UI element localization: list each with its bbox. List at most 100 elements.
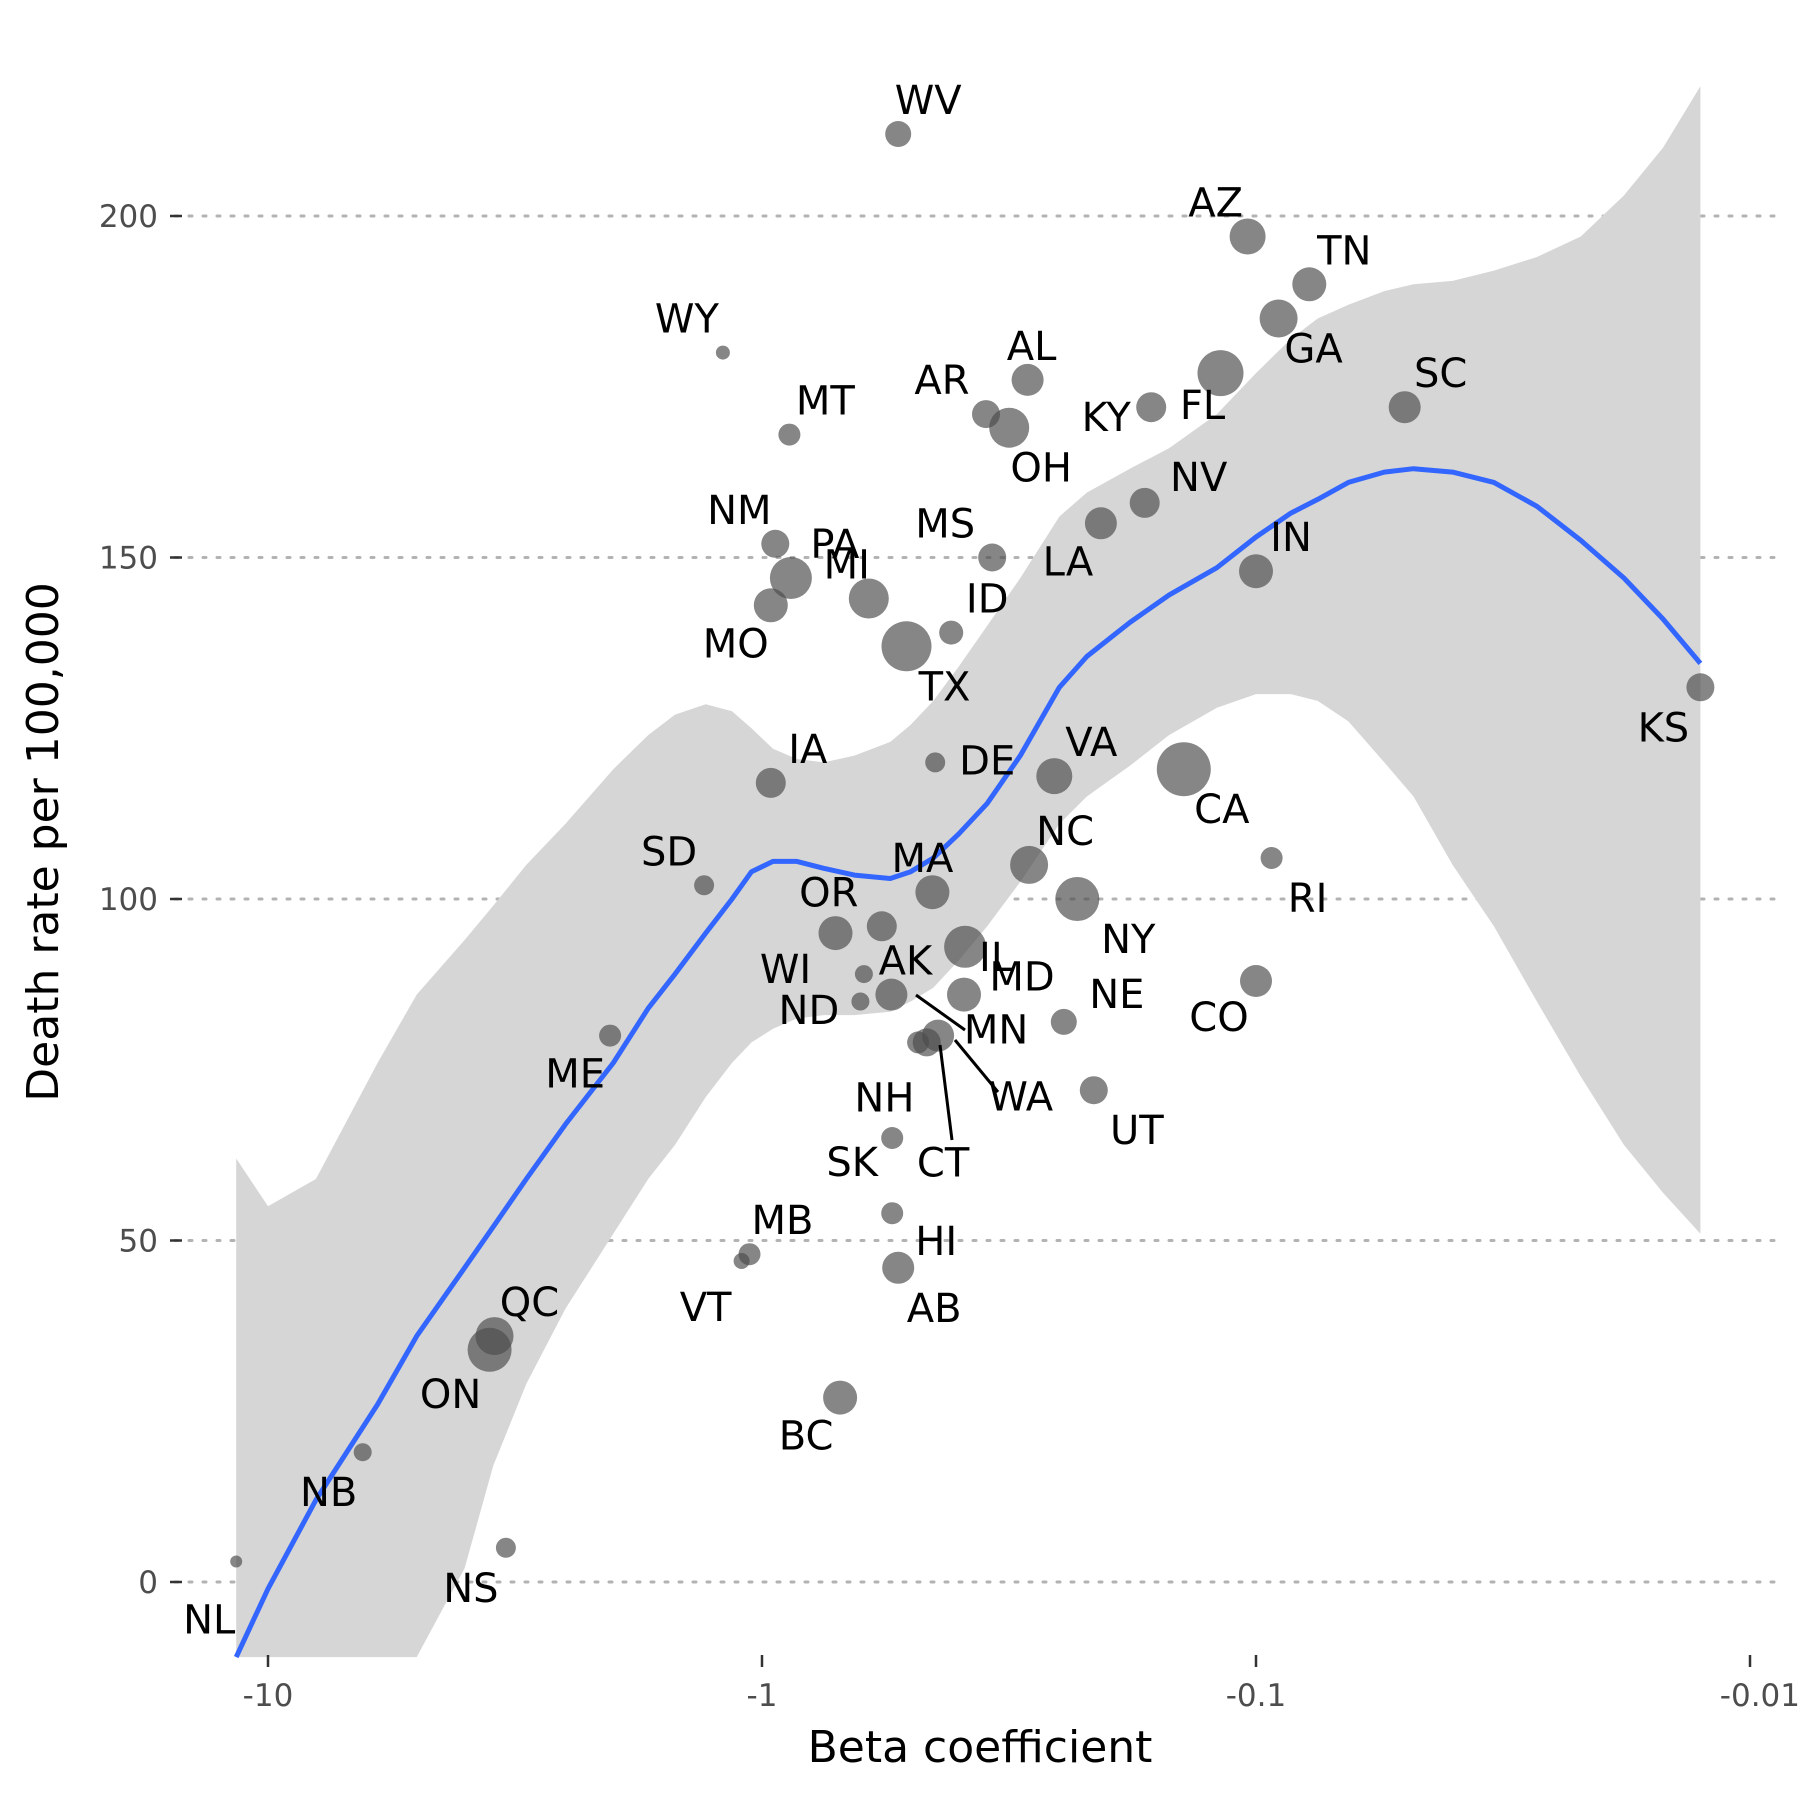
point-label-hi: HI	[915, 1219, 957, 1265]
point-label-ne: NE	[1089, 972, 1144, 1018]
confidence-band	[236, 86, 1701, 1658]
data-point-tn	[1292, 267, 1327, 302]
data-point-mt	[778, 423, 801, 446]
data-point-in	[1239, 554, 1273, 589]
data-point-ia	[755, 767, 786, 798]
point-label-ga: GA	[1284, 327, 1343, 373]
x-tick-label: -10	[243, 1678, 294, 1714]
data-point-wi	[818, 916, 853, 951]
data-point-ut	[1079, 1076, 1108, 1105]
data-point-nl	[230, 1555, 243, 1568]
point-label-nb: NB	[300, 1470, 357, 1516]
data-point-sd	[694, 875, 715, 896]
point-label-ca: CA	[1194, 787, 1250, 833]
point-label-qc: QC	[500, 1280, 559, 1326]
point-label-ut: UT	[1110, 1108, 1164, 1154]
point-label-co: CO	[1189, 995, 1248, 1041]
point-label-ar: AR	[914, 358, 969, 404]
point-label-ab: AB	[907, 1286, 962, 1332]
data-point-mo	[753, 588, 788, 623]
x-tick-label: -1	[747, 1678, 778, 1714]
smooth-curve-layer	[233, 466, 1703, 1659]
y-tick-label: 0	[138, 1565, 158, 1601]
point-label-wi: WI	[760, 947, 811, 993]
data-point-wy	[715, 345, 730, 360]
point-label-sc: SC	[1414, 351, 1467, 397]
point-label-la: LA	[1043, 539, 1094, 585]
data-point-me	[599, 1024, 622, 1047]
point-label-me: ME	[545, 1052, 605, 1098]
data-point-wv	[885, 121, 912, 147]
data-point-id	[939, 620, 964, 645]
smooth-curve	[233, 466, 1703, 1659]
point-label-tn: TN	[1316, 228, 1371, 274]
data-point-bc	[823, 1380, 858, 1415]
point-label-wy: WY	[655, 297, 720, 343]
point-label-ct: CT	[917, 1140, 970, 1186]
data-point-nv	[1129, 487, 1160, 518]
point-label-ia: IA	[788, 727, 828, 773]
point-label-tx: TX	[918, 664, 971, 710]
point-label-nh: NH	[854, 1076, 914, 1122]
data-point-nm	[761, 529, 790, 558]
data-points	[230, 121, 1715, 1568]
leader-line-ak	[915, 993, 966, 1032]
point-label-va: VA	[1065, 720, 1118, 766]
point-label-sd: SD	[641, 829, 697, 875]
data-point-tx	[881, 621, 932, 672]
data-point-ma	[915, 875, 950, 910]
data-point-pa	[769, 557, 812, 599]
point-label-pa: PA	[810, 522, 860, 568]
point-label-on: ON	[420, 1372, 481, 1418]
point-label-nl: NL	[183, 1598, 236, 1644]
data-point-vt	[733, 1253, 750, 1269]
point-label-mn: MN	[964, 1008, 1028, 1054]
leader-line-wa	[953, 1039, 1000, 1093]
point-label-or: OR	[799, 870, 858, 916]
data-point-ky	[1136, 392, 1167, 423]
data-point-ne	[1050, 1008, 1077, 1035]
point-label-wa: WA	[988, 1074, 1053, 1120]
point-label-ma: MA	[891, 836, 954, 882]
data-point-ca	[1156, 742, 1211, 797]
data-point-ks	[1686, 673, 1715, 702]
point-label-fl: FL	[1180, 383, 1226, 429]
x-axis-title: Beta coefficient	[808, 1722, 1153, 1773]
data-point-il	[944, 925, 987, 968]
data-point-ns	[495, 1537, 516, 1558]
point-label-nc: NC	[1036, 809, 1094, 855]
data-point-ct	[907, 1031, 930, 1054]
point-label-ak: AK	[879, 939, 934, 985]
point-label-in: IN	[1270, 515, 1312, 561]
data-point-or	[866, 911, 897, 942]
data-point-ms	[978, 543, 1007, 572]
data-point-mi	[848, 578, 889, 619]
data-point-on	[467, 1327, 512, 1372]
data-point-nb	[353, 1443, 372, 1462]
data-point-va	[1036, 758, 1073, 795]
point-label-nd: ND	[779, 988, 840, 1034]
data-point-fl	[1197, 350, 1244, 397]
point-label-nm: NM	[707, 488, 771, 534]
leader-lines	[915, 993, 1000, 1141]
point-label-ks: KS	[1638, 705, 1690, 751]
point-label-az: AZ	[1188, 181, 1243, 227]
y-tick-label: 200	[99, 199, 158, 235]
data-point-az	[1229, 218, 1266, 255]
point-label-nv: NV	[1170, 455, 1228, 501]
point-label-wv: WV	[895, 78, 963, 124]
data-point-ab	[882, 1251, 915, 1284]
point-label-id: ID	[966, 577, 1009, 623]
y-axis-title: Death rate per 100,000	[18, 582, 69, 1101]
data-point-nh	[851, 992, 870, 1011]
point-label-ns: NS	[443, 1566, 498, 1612]
data-point-la	[1084, 507, 1117, 540]
y-tick-label: 50	[119, 1224, 158, 1260]
data-point-sk	[881, 1127, 904, 1149]
data-point-ri	[1260, 847, 1283, 869]
data-point-de	[925, 752, 946, 773]
data-point-hi	[881, 1202, 904, 1225]
point-label-oh: OH	[1010, 446, 1072, 492]
point-label-ky: KY	[1082, 395, 1132, 441]
